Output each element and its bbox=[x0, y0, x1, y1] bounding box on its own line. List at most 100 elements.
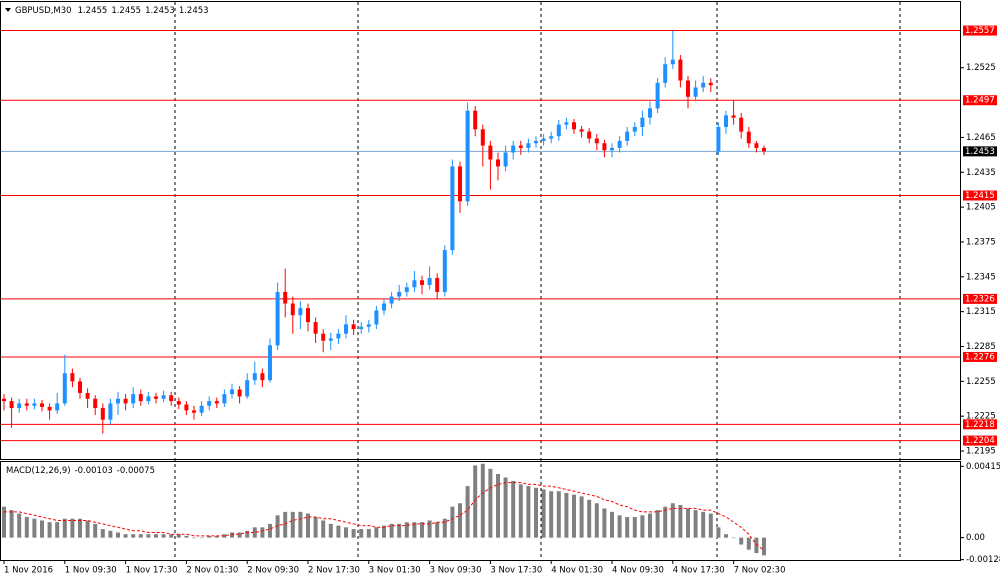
quote: 1.2455 bbox=[111, 6, 141, 16]
candle-body bbox=[32, 403, 37, 406]
macd-bar bbox=[321, 520, 326, 538]
macd-bar bbox=[298, 511, 303, 538]
macd-bar bbox=[237, 532, 242, 538]
main-frame bbox=[0, 1, 961, 460]
macd-bar bbox=[655, 510, 660, 538]
level-label: 1.2415 bbox=[965, 191, 995, 201]
candle-body bbox=[754, 143, 759, 148]
macd-bar bbox=[526, 486, 531, 538]
macd-bar bbox=[116, 532, 120, 538]
macd-bar bbox=[739, 537, 744, 545]
candle-body bbox=[275, 291, 280, 346]
macd-bar bbox=[420, 522, 424, 538]
candle-body bbox=[731, 115, 736, 118]
macd-bar bbox=[290, 511, 295, 538]
y-tick-label: 1.2435 bbox=[966, 168, 996, 178]
macd-bar bbox=[746, 537, 751, 550]
macd-header: MACD(12,26,9) -0.00103 -0.00075 bbox=[6, 466, 155, 476]
candle-body bbox=[138, 394, 143, 402]
x-tick-label: 1 Nov 2016 bbox=[4, 566, 53, 576]
candle-body bbox=[9, 401, 14, 409]
macd-bar bbox=[518, 484, 523, 538]
candle-body bbox=[556, 124, 561, 137]
macd-y-tick-label: -0.00128 bbox=[966, 555, 1000, 565]
candle-body bbox=[222, 394, 227, 404]
macd-bar bbox=[640, 515, 645, 538]
macd-bar bbox=[260, 527, 265, 538]
macd-bar bbox=[93, 523, 98, 538]
macd-bar bbox=[754, 537, 759, 554]
candle-body bbox=[572, 122, 576, 130]
candle-body bbox=[670, 59, 675, 65]
macd-bar bbox=[214, 535, 219, 538]
y-tick-label: 1.2345 bbox=[966, 272, 996, 282]
macd-bar bbox=[412, 522, 417, 538]
x-tick-label: 3 Nov 17:30 bbox=[490, 566, 542, 576]
candle-body bbox=[762, 147, 766, 152]
macd-bar bbox=[716, 527, 721, 538]
macd-bar bbox=[404, 522, 409, 538]
x-tick-label: 4 Nov 01:30 bbox=[551, 566, 603, 576]
macd-bar bbox=[374, 527, 379, 538]
candle-body bbox=[610, 147, 614, 151]
macd-bar bbox=[465, 486, 470, 538]
candle-body bbox=[746, 131, 751, 144]
candle-body bbox=[108, 403, 113, 420]
candle-body bbox=[693, 87, 698, 97]
candle-body bbox=[93, 398, 98, 409]
macd-bar bbox=[78, 518, 82, 538]
candle-body bbox=[123, 398, 128, 404]
signal-value: -0.00075 bbox=[117, 466, 155, 476]
macd-bar bbox=[503, 477, 508, 538]
header: GBPUSD,M30 1.2455 1.2455 1.2453 1.2453 bbox=[15, 6, 209, 16]
macd-bar bbox=[450, 506, 455, 538]
x-tick-label: 4 Nov 17:30 bbox=[673, 566, 725, 576]
candle-body bbox=[496, 159, 500, 167]
candle-body bbox=[47, 406, 52, 411]
symbol: GBPUSD,M30 bbox=[15, 6, 72, 16]
macd-bar bbox=[131, 534, 136, 538]
candle-body bbox=[427, 277, 432, 285]
macd-bar bbox=[24, 517, 29, 538]
candle-body bbox=[404, 287, 409, 292]
frames bbox=[0, 1, 961, 561]
candle-body bbox=[85, 392, 90, 399]
candle-body bbox=[192, 410, 196, 413]
macd-bar bbox=[207, 535, 212, 538]
level-label: 1.2497 bbox=[965, 96, 995, 106]
macd-bar bbox=[268, 523, 272, 538]
macd-bar bbox=[138, 534, 143, 538]
level-label-bg bbox=[963, 419, 997, 430]
macd-bar bbox=[252, 527, 257, 538]
quote: 1.2453 bbox=[179, 6, 209, 16]
candle-body bbox=[716, 126, 721, 152]
current-price-label-bg bbox=[963, 146, 997, 157]
macd-bar bbox=[632, 517, 637, 538]
macd-bar bbox=[693, 510, 698, 538]
candle-body bbox=[100, 408, 105, 420]
y-tick-label: 1.2255 bbox=[966, 377, 996, 387]
candle-body bbox=[290, 303, 295, 316]
macd-bar bbox=[184, 535, 189, 538]
macd-bar bbox=[344, 527, 348, 538]
macd-bar bbox=[686, 508, 690, 538]
y-tick-label: 1.2225 bbox=[966, 412, 996, 422]
candle-body bbox=[473, 110, 478, 130]
quote: 1.2455 bbox=[78, 6, 108, 16]
macd-bar bbox=[556, 491, 561, 538]
candle-body bbox=[648, 108, 652, 118]
macd-bar bbox=[366, 529, 371, 538]
macd-bar bbox=[731, 537, 736, 539]
macd-bar bbox=[199, 537, 204, 539]
candle-body bbox=[564, 122, 569, 125]
macd-bar bbox=[541, 489, 546, 538]
macd-bar bbox=[40, 520, 44, 538]
level-label-bg bbox=[963, 25, 997, 36]
macd-bar bbox=[55, 522, 60, 538]
candle-body bbox=[526, 143, 531, 148]
y-tick-label: 1.2315 bbox=[966, 307, 996, 317]
candle-body bbox=[382, 303, 386, 311]
x-tick-label: 1 Nov 09:30 bbox=[65, 566, 117, 576]
